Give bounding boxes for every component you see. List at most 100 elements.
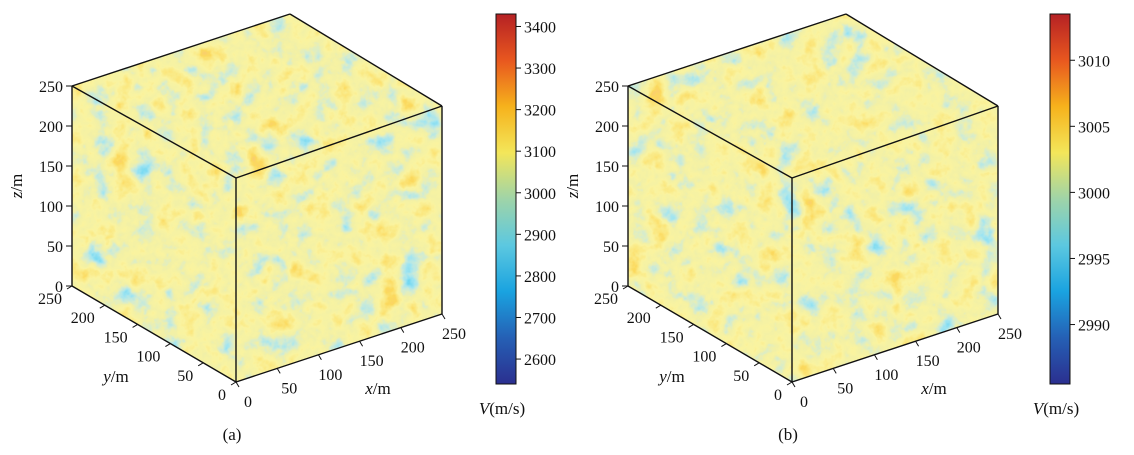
colorbar-a: 2600 2700 2800 2900 3000 3100 3200 3300 3400 V(m/… (479, 13, 556, 418)
z-tick-label: 0 (611, 279, 619, 296)
colorbar-tick-label: 3200 (524, 103, 556, 120)
z-tick-label: 150 (595, 159, 619, 176)
y-tick-mark (66, 285, 73, 290)
x-tick-label: 0 (244, 394, 252, 411)
y-tick-label: 50 (733, 368, 749, 385)
cube-edge (791, 105, 999, 179)
colorbar-tick-label: 3000 (524, 186, 556, 203)
colorbar-label: V(m/s) (1033, 399, 1079, 418)
y-tick-mark (197, 362, 204, 367)
y-tick-label: 0 (218, 387, 226, 404)
panel-label: (b) (778, 425, 798, 444)
y-tick-mark (99, 304, 106, 309)
x-tick-mark (359, 340, 364, 347)
y-tick-mark (622, 285, 629, 290)
x-tick-label: 0 (800, 394, 808, 411)
colorbar-tick-label: 2990 (1078, 318, 1110, 335)
x-tick-label: 250 (442, 326, 466, 343)
x-tick-mark (832, 368, 837, 374)
cube-edge (289, 13, 443, 107)
y-tick-label: 150 (660, 329, 684, 346)
x-tick-mark (956, 327, 961, 333)
colorbar-tick-label: 3300 (524, 61, 556, 78)
z-axis-label: z/m (563, 174, 582, 200)
colorbar-gradient (1049, 13, 1071, 385)
x-tick-label: 200 (401, 340, 425, 357)
y-tick-mark (165, 343, 171, 348)
cube-edge (235, 313, 443, 383)
y-tick-label: 250 (38, 291, 62, 308)
z-axis-label: z/m (7, 174, 26, 200)
x-tick-label: 100 (318, 367, 342, 384)
x-tick-label: 200 (957, 340, 981, 357)
y-tick-mark (688, 323, 694, 328)
x-axis-label: x/m (920, 379, 947, 398)
y-tick-label: 100 (692, 349, 716, 366)
y-tick-label: 200 (627, 310, 651, 327)
x-tick-mark (873, 354, 878, 361)
x-tick-label: 150 (916, 353, 940, 370)
colorbar-tick-label: 2900 (524, 227, 556, 244)
cube-edge (71, 285, 237, 383)
z-tick-label: 250 (595, 79, 619, 96)
cube-edge (71, 13, 291, 87)
x-tick-label: 150 (360, 353, 384, 370)
y-tick-label: 50 (177, 368, 193, 385)
z-tick-label: 200 (595, 119, 619, 136)
y-tick-mark (655, 304, 662, 309)
y-tick-mark (786, 381, 793, 386)
z-tick-label: 0 (55, 279, 63, 296)
z-tick-label: 50 (47, 239, 63, 256)
cube-edge (627, 85, 793, 179)
x-tick-label: 100 (874, 367, 898, 384)
x-tick-mark (276, 368, 281, 374)
colorbar-tick-label: 2800 (524, 269, 556, 286)
x-tick-mark (997, 313, 1002, 320)
x-tick-mark (441, 313, 446, 320)
y-tick-label: 200 (71, 310, 95, 327)
y-tick-mark (721, 343, 727, 348)
colorbar-tick-label: 3400 (524, 19, 556, 36)
cube-edge (235, 105, 443, 179)
z-tick-label: 100 (39, 199, 63, 216)
x-tick-mark (915, 340, 920, 347)
cube-edge (627, 13, 847, 87)
x-tick-mark (317, 354, 322, 361)
y-tick-mark (753, 362, 760, 367)
colorbar-tick-label: 2700 (524, 310, 556, 327)
colorbar-label: V(m/s) (479, 399, 525, 418)
x-tick-mark (400, 327, 405, 333)
y-tick-label: 250 (594, 291, 618, 308)
cube-edge (845, 13, 999, 107)
x-axis-label: x/m (364, 379, 391, 398)
z-tick-label: 100 (595, 199, 619, 216)
cube-edge (71, 85, 237, 179)
cube-edge (627, 285, 793, 383)
colorbar-tick-label: 2600 (524, 352, 556, 369)
y-tick-label: 150 (104, 329, 128, 346)
x-tick-mark (235, 381, 240, 388)
y-tick-mark (230, 381, 237, 386)
panel-a: 0 50 100 150 200 250 z/m 0 50 100 150 200 250 y/m 0 50 1… (7, 13, 556, 444)
colorbar-tick-label: 3005 (1078, 119, 1110, 136)
z-tick-label: 200 (39, 119, 63, 136)
colorbar-tick-label: 3010 (1078, 53, 1110, 70)
x-tick-mark (791, 381, 796, 388)
y-tick-label: 100 (136, 349, 160, 366)
colorbar-tick-label: 2995 (1078, 251, 1110, 268)
y-tick-mark (132, 323, 138, 328)
panel-label: (a) (223, 425, 242, 444)
colorbar-gradient (495, 13, 517, 385)
colorbar-tick-label: 3100 (524, 144, 556, 161)
face-left (628, 86, 792, 382)
x-tick-label: 50 (281, 380, 297, 397)
y-tick-label: 0 (774, 387, 782, 404)
colorbar-b: 2990 2995 3000 3005 3010 V(m/s) (1033, 13, 1110, 418)
x-tick-label: 50 (837, 380, 853, 397)
y-axis-label: y/m (657, 367, 685, 386)
cube-edge (791, 313, 999, 383)
colorbar-tick-label: 3000 (1078, 185, 1110, 202)
x-tick-label: 250 (998, 326, 1022, 343)
z-tick-label: 150 (39, 159, 63, 176)
